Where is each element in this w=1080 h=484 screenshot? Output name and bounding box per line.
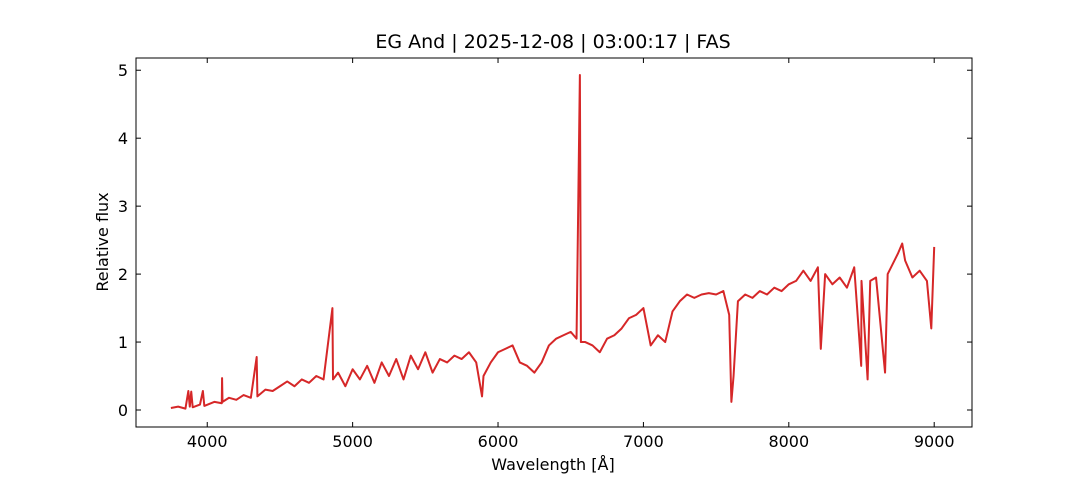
y-axis-label: Relative flux — [93, 192, 112, 291]
x-axis-label: Wavelength [Å] — [491, 455, 614, 474]
x-tick-label: 6000 — [478, 432, 519, 451]
y-tick-label: 2 — [118, 265, 128, 284]
x-tick-label: 8000 — [768, 432, 809, 451]
chart-title: EG And | 2025-12-08 | 03:00:17 | FAS — [375, 31, 730, 53]
x-tick-label: 5000 — [332, 432, 373, 451]
y-tick-label: 4 — [118, 129, 128, 148]
y-tick-label: 1 — [118, 333, 128, 352]
x-tick-label: 9000 — [914, 432, 955, 451]
y-tick-label: 0 — [118, 401, 128, 420]
x-tick-label: 7000 — [623, 432, 664, 451]
spectrum-line — [170, 73, 936, 410]
y-tick-label: 5 — [118, 61, 128, 80]
plot-frame — [135, 57, 973, 428]
y-tick-label: 3 — [118, 197, 128, 216]
x-tick-label: 4000 — [187, 432, 228, 451]
